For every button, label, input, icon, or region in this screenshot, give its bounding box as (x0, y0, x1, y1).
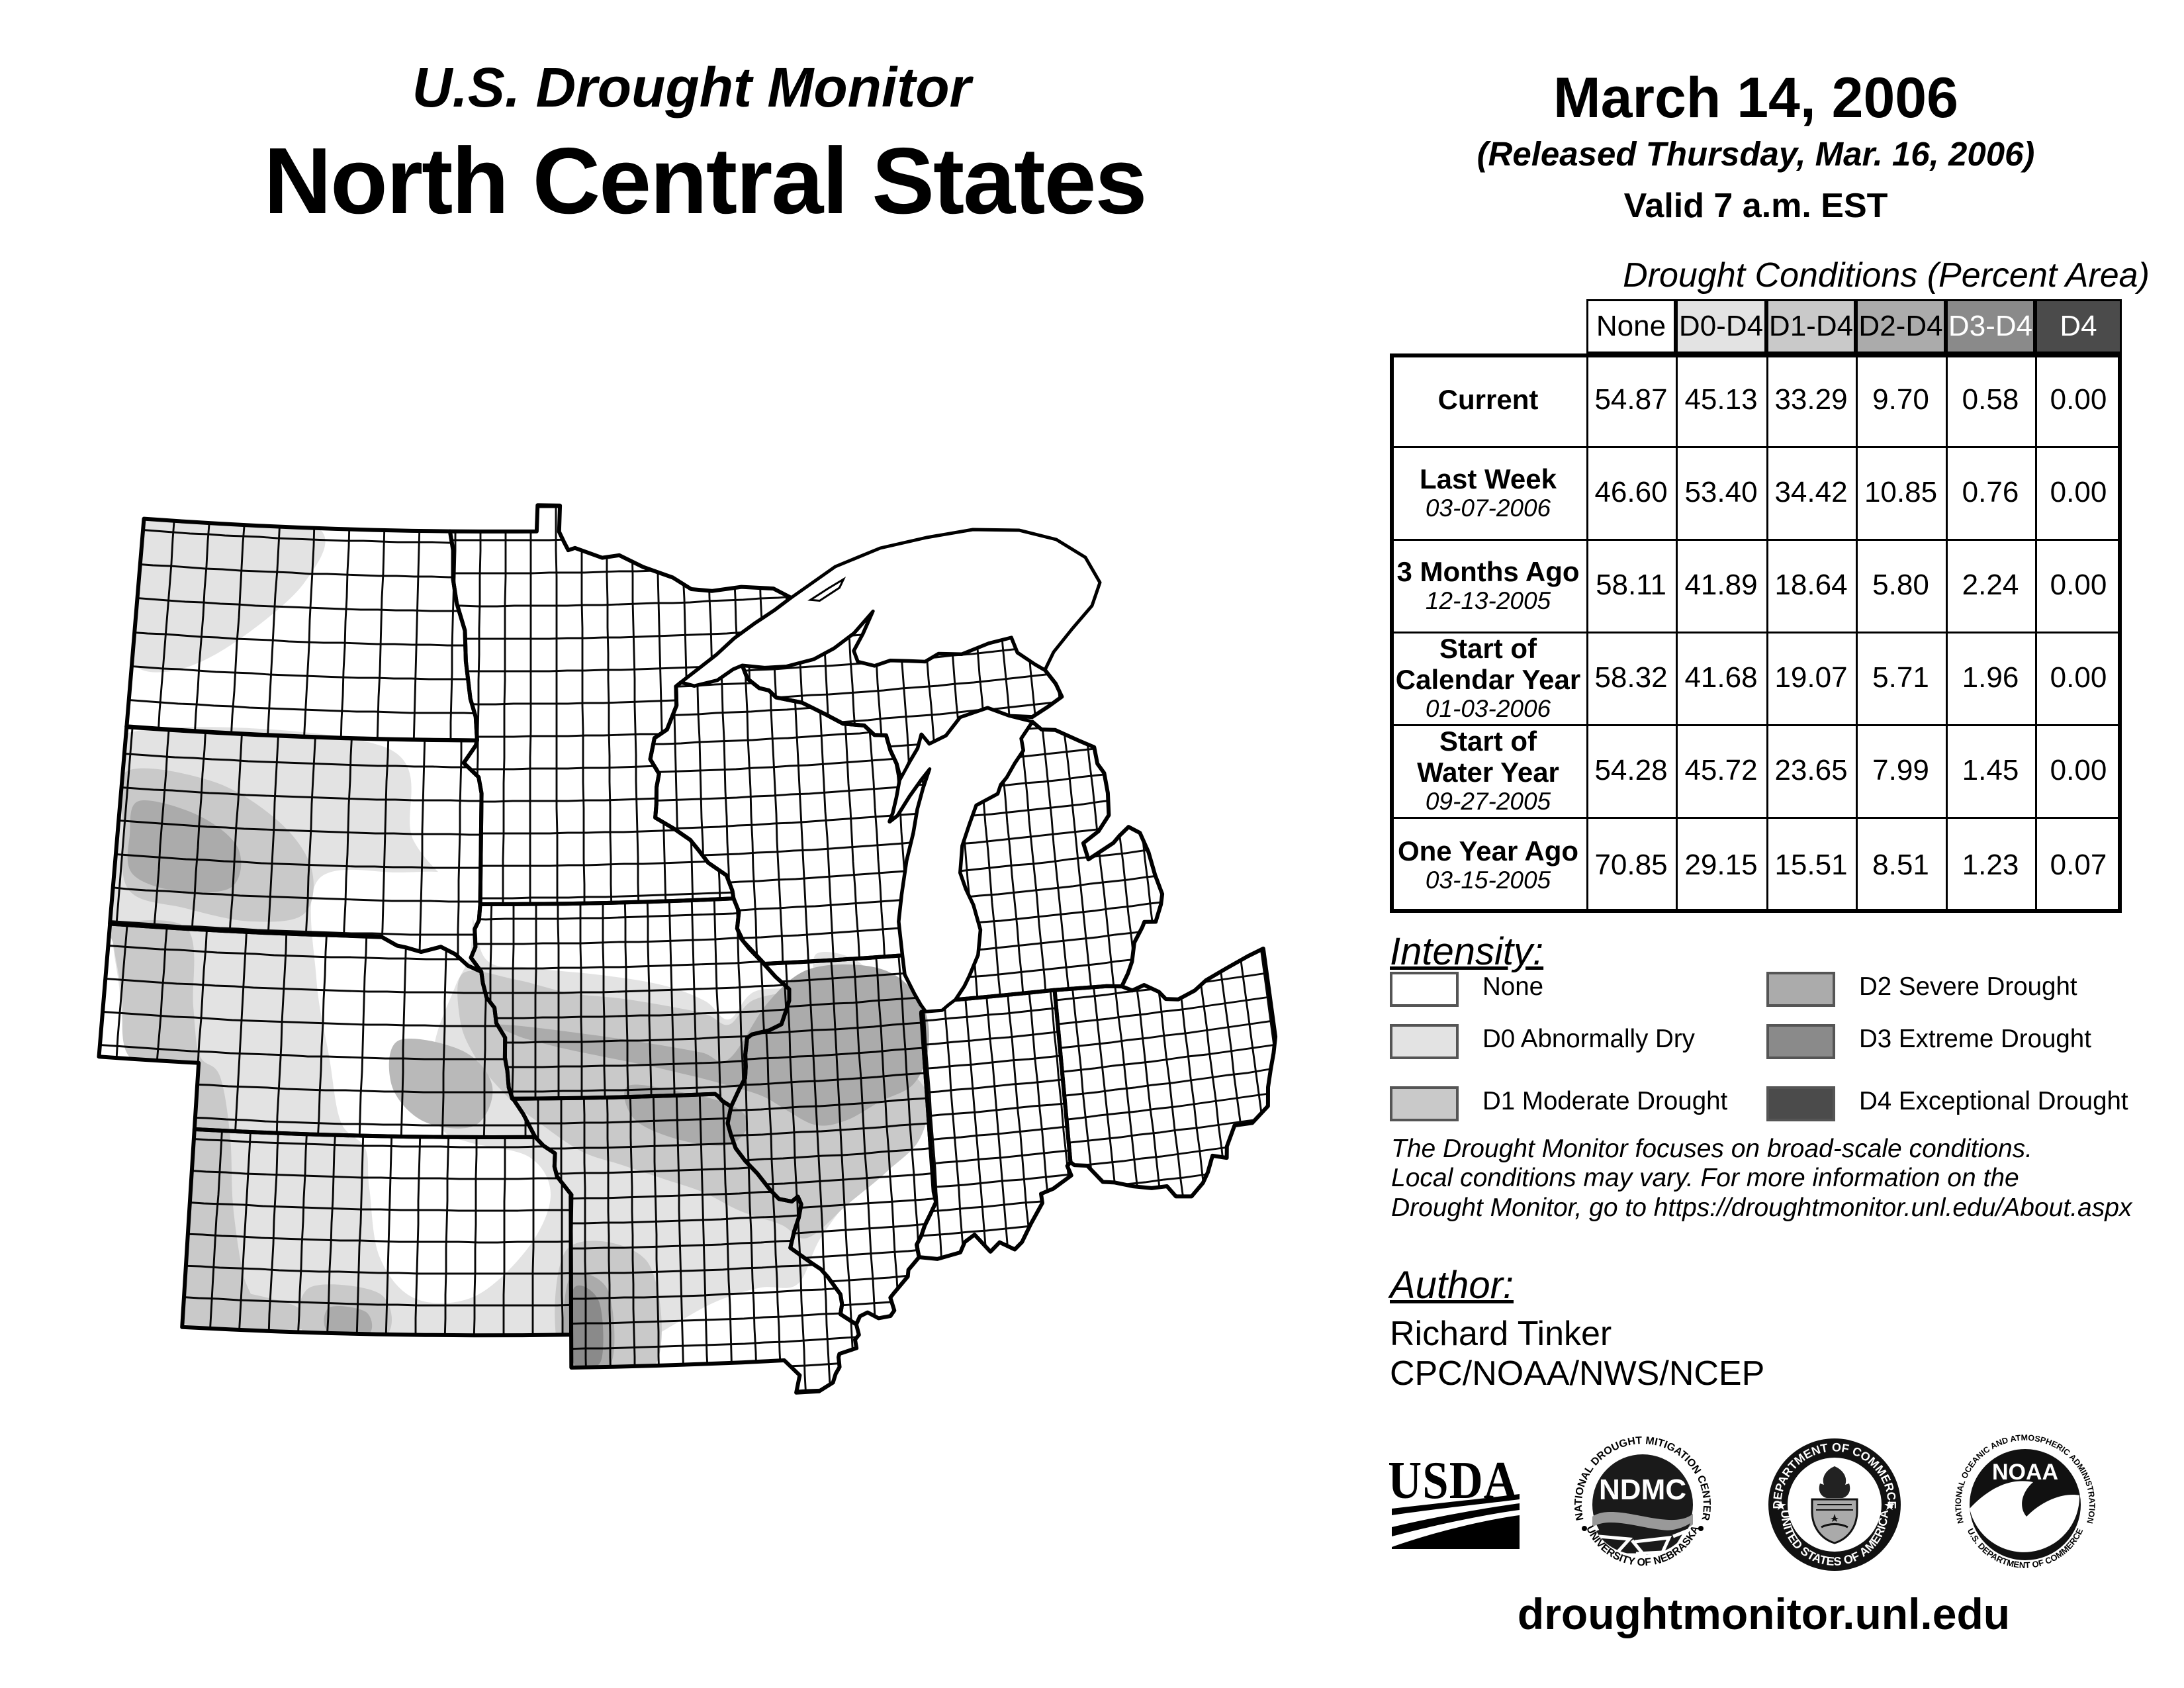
svg-text:NOAA: NOAA (1992, 1460, 2058, 1485)
svg-text:★: ★ (1884, 1499, 1895, 1513)
svg-text:NDMC: NDMC (1599, 1474, 1686, 1506)
svg-text:★: ★ (1775, 1499, 1787, 1513)
